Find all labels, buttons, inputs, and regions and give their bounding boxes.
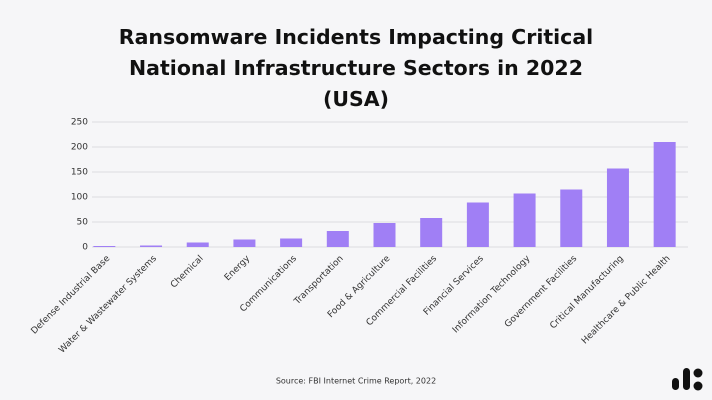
- source: Source: FBI Internet Crime Report, 2022: [276, 377, 436, 386]
- x-tick-label: Information Technology: [451, 253, 533, 335]
- chart-title: Ransomware Incidents Impacting Critical …: [118, 25, 594, 111]
- x-tick-label: Energy: [223, 253, 253, 283]
- x-tick-label: Water & Wastewater Systems: [57, 254, 159, 356]
- bar: [186, 242, 209, 247]
- bar: [93, 246, 116, 247]
- y-tick-label: 250: [71, 118, 88, 128]
- bar: [606, 168, 629, 247]
- bar: [140, 245, 163, 247]
- bar: [326, 231, 349, 247]
- bar: [420, 218, 443, 247]
- bar: [280, 238, 303, 247]
- bar: [560, 189, 583, 247]
- x-tick-label: Defense Industrial Base: [30, 253, 113, 336]
- y-tick-label: 200: [71, 143, 88, 153]
- x-tick-label: Transportation: [292, 254, 346, 308]
- y-tick-label: 0: [82, 243, 88, 253]
- y-tick-label: 50: [77, 218, 89, 228]
- x-tick-label: Chemical: [169, 254, 206, 291]
- y-tick-label: 150: [71, 168, 88, 178]
- bar: [233, 239, 256, 247]
- bar: [373, 223, 396, 247]
- logo: [672, 368, 703, 391]
- bar: [513, 193, 536, 247]
- y-tick-label: 100: [71, 193, 88, 203]
- x-tick-label: Healthcare & Public Health: [580, 254, 673, 347]
- bar: [466, 202, 489, 247]
- bar: [653, 142, 676, 247]
